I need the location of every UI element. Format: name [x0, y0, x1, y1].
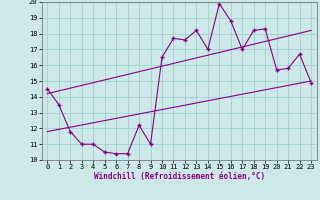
X-axis label: Windchill (Refroidissement éolien,°C): Windchill (Refroidissement éolien,°C): [94, 172, 265, 181]
